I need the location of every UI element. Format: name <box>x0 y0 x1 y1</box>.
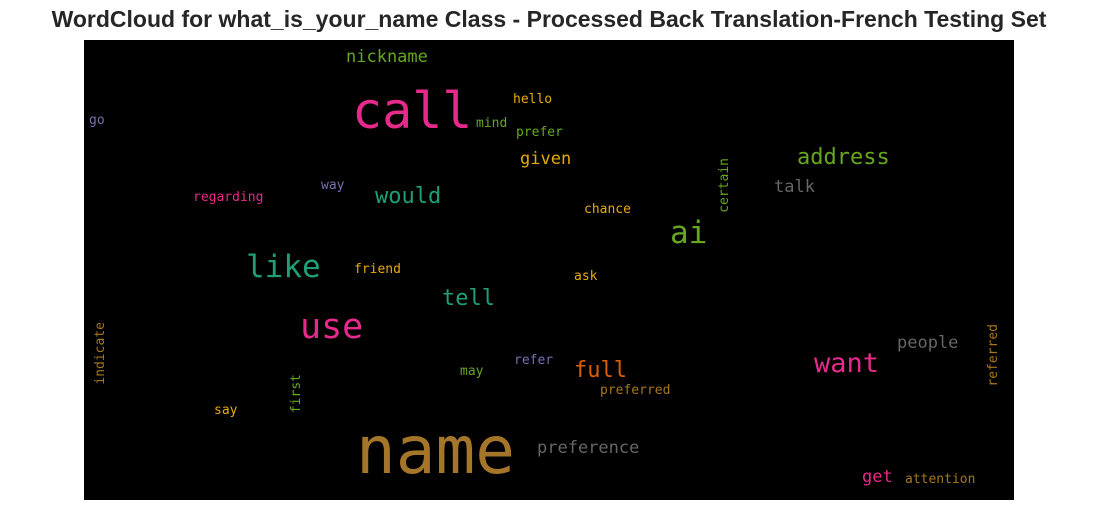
word-mind: mind <box>476 116 508 131</box>
word-attention: attention <box>905 472 976 487</box>
word-talk: talk <box>774 177 815 197</box>
word-call: call <box>352 82 473 140</box>
word-address: address <box>797 145 890 170</box>
word-tell: tell <box>442 286 495 311</box>
word-referred: referred <box>986 324 1001 387</box>
word-regarding: regarding <box>193 190 264 205</box>
word-may: may <box>460 364 484 379</box>
word-use: use <box>300 307 364 347</box>
word-ask: ask <box>574 269 598 284</box>
word-refer: refer <box>514 353 554 368</box>
chart-title: WordCloud for what_is_your_name Class - … <box>51 6 1047 32</box>
wordcloud-canvas: name call like use ai want would address… <box>84 40 1014 500</box>
word-would: would <box>375 184 442 209</box>
word-say: say <box>214 403 238 418</box>
word-want: want <box>814 348 880 379</box>
word-first: first <box>289 374 304 414</box>
word-given: given <box>520 149 572 169</box>
word-ai: ai <box>670 215 708 251</box>
word-go: go <box>89 113 105 128</box>
word-hello: hello <box>513 92 553 107</box>
word-prefer: prefer <box>516 125 563 140</box>
word-indicate: indicate <box>93 322 108 385</box>
word-like: like <box>246 249 321 285</box>
word-get: get <box>862 467 893 487</box>
word-name: name <box>356 412 515 489</box>
word-way: way <box>321 178 345 193</box>
word-chance: chance <box>584 202 631 217</box>
word-full: full <box>574 358 627 383</box>
word-certain: certain <box>717 158 732 213</box>
word-preference: preference <box>537 438 640 458</box>
word-friend: friend <box>354 262 401 277</box>
word-people: people <box>897 333 959 353</box>
word-preferred: preferred <box>600 383 671 398</box>
word-nickname: nickname <box>346 47 428 67</box>
